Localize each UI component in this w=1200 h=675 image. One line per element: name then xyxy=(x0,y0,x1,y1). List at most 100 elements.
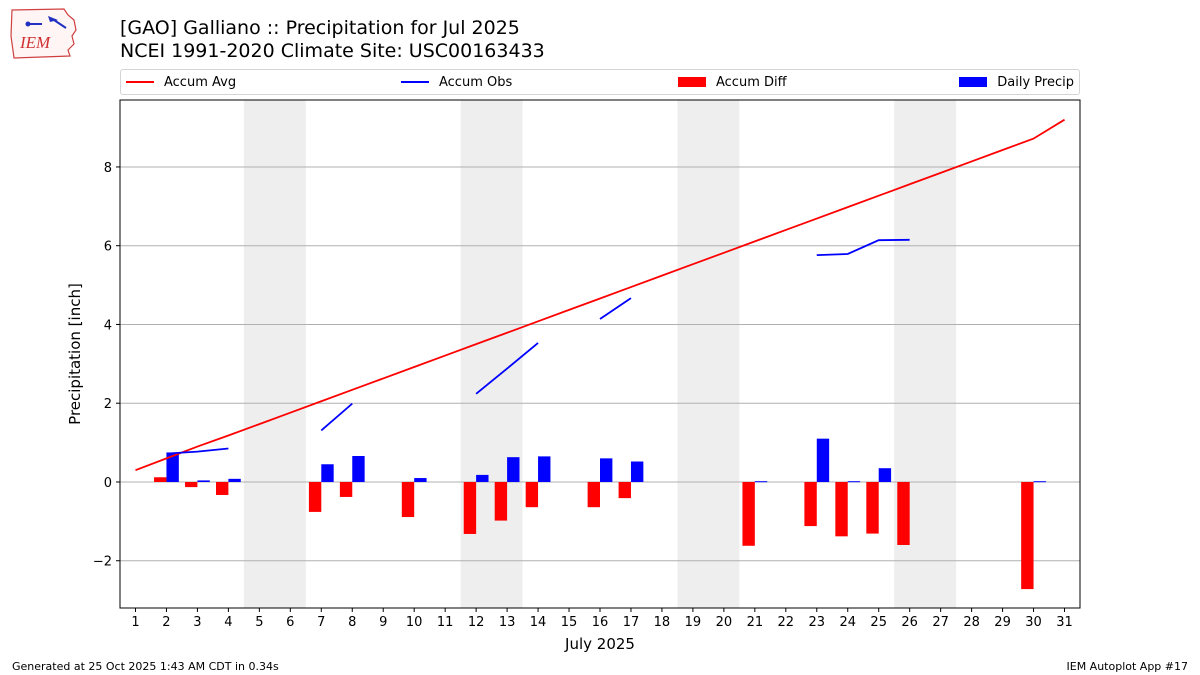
logo-text: IEM xyxy=(19,33,51,52)
y-tick-label: 0 xyxy=(104,476,112,491)
accum-diff-bar xyxy=(154,477,167,482)
accum-obs-line xyxy=(320,402,353,432)
daily-precip-bar xyxy=(754,481,768,483)
accum-avg-line xyxy=(135,118,1065,472)
x-tick-label: 31 xyxy=(1056,615,1073,630)
accum-diff-bar xyxy=(1021,481,1034,590)
x-tick-label: 4 xyxy=(224,615,232,630)
daily-precip-bar xyxy=(816,438,830,482)
legend-swatch-line-icon xyxy=(126,81,154,83)
x-tick-label: 28 xyxy=(963,615,980,630)
iem-logo: IEM xyxy=(10,8,77,59)
x-tick-label: 16 xyxy=(592,615,609,630)
accum-diff-bar xyxy=(463,481,477,534)
iowa-outline-icon xyxy=(10,8,77,59)
daily-precip-bar xyxy=(476,474,489,482)
legend-label: Accum Diff xyxy=(716,74,787,90)
x-tick-label: 23 xyxy=(809,615,826,630)
x-tick-label: 19 xyxy=(685,615,702,630)
accum-obs-line xyxy=(475,342,539,395)
accum-diff-bar xyxy=(804,481,817,527)
accum-diff-bar xyxy=(742,481,755,546)
accum-diff-bar xyxy=(897,481,910,545)
x-tick-label: 6 xyxy=(286,615,294,630)
accum-diff-bar xyxy=(401,481,415,518)
x-tick-label: 2 xyxy=(162,615,170,630)
weekend-shading xyxy=(243,100,957,608)
x-tick-label: 15 xyxy=(561,615,578,630)
legend-item-accum-avg: Accum Avg xyxy=(126,70,236,94)
axes: 1 2 3 4 5 6 7 8 9 10 11 12 13 14 15 16 17 18 19 20 21 22 23 24 2… xyxy=(93,161,1073,630)
y-tick-label: 8 xyxy=(104,161,112,176)
x-tick-label: 3 xyxy=(193,615,201,630)
y-axis-label: Precipitation [inch] xyxy=(66,283,84,425)
accum-diff-bar xyxy=(216,481,229,495)
x-tick-label: 29 xyxy=(994,615,1011,630)
legend-label: Accum Obs xyxy=(439,74,513,90)
daily-precip-bar xyxy=(166,452,179,482)
accum-diff-bar xyxy=(618,481,631,499)
accum-obs-line xyxy=(166,447,229,455)
daily-precip-bar xyxy=(197,480,210,482)
daily-precip-bar xyxy=(538,456,551,482)
x-tick-label: 22 xyxy=(778,615,795,630)
x-tick-label: 10 xyxy=(406,615,423,630)
weekend-band xyxy=(677,100,740,608)
y-tick-label: 4 xyxy=(104,318,112,333)
accum-diff-bar xyxy=(866,481,879,534)
x-tick-label: 27 xyxy=(932,615,949,630)
x-tick-label: 17 xyxy=(623,615,640,630)
legend-swatch-line-icon xyxy=(401,81,429,83)
x-tick-label: 25 xyxy=(870,615,887,630)
legend-label: Daily Precip xyxy=(997,74,1074,90)
legend-swatch-box-icon xyxy=(959,77,988,87)
y-tick-label: −2 xyxy=(93,555,112,570)
accum-diff-bar xyxy=(525,481,539,508)
accum-diff-bar xyxy=(308,481,322,512)
y-tick-label: 6 xyxy=(104,240,112,255)
accum-diff-bar xyxy=(835,481,848,537)
bars xyxy=(154,438,1046,590)
daily-precip-bar xyxy=(321,464,334,482)
x-tick-label: 8 xyxy=(348,615,356,630)
x-tick-label: 30 xyxy=(1025,615,1042,630)
x-tick-label: 24 xyxy=(839,615,856,630)
accum-diff-bar xyxy=(339,481,353,497)
chart-title: [GAO] Galliano :: Precipitation for Jul … xyxy=(120,17,520,39)
x-tick-label: 7 xyxy=(317,615,325,630)
chart-subtitle: NCEI 1991-2020 Climate Site: USC00163433 xyxy=(120,40,545,62)
daily-precip-bar xyxy=(847,481,861,483)
legend-item-accum-obs: Accum Obs xyxy=(401,70,512,94)
daily-precip-bar xyxy=(630,461,644,482)
x-tick-label: 1 xyxy=(131,615,139,630)
x-tick-label: 12 xyxy=(468,615,485,630)
daily-precip-bar xyxy=(878,468,892,482)
daily-precip-bar xyxy=(600,458,613,482)
x-tick-label: 11 xyxy=(437,615,454,630)
daily-precip-bar xyxy=(352,455,365,482)
x-tick-label: 13 xyxy=(499,615,516,630)
x-tick-label: 20 xyxy=(716,615,733,630)
daily-precip-bar xyxy=(507,457,520,482)
accum-diff-bar xyxy=(587,481,600,508)
accum-obs-line xyxy=(599,297,632,320)
footer-app: IEM Autoplot App #17 xyxy=(1066,660,1189,673)
legend-swatch-box-icon xyxy=(678,77,706,87)
daily-precip-bar xyxy=(1033,481,1046,483)
daily-precip-bar xyxy=(228,478,241,482)
x-tick-label: 26 xyxy=(901,615,918,630)
weekend-band xyxy=(243,100,306,608)
series-lines xyxy=(135,118,1065,472)
legend: Accum Avg Accum Obs Accum Diff Daily Pre… xyxy=(120,69,1080,95)
x-tick-label: 14 xyxy=(530,615,547,630)
legend-item-daily-precip: Daily Precip xyxy=(959,70,1074,94)
daily-precip-bar xyxy=(414,478,427,482)
y-tick-label: 2 xyxy=(104,397,112,412)
accum-obs-line xyxy=(816,238,910,257)
x-axis-label: July 2025 xyxy=(564,635,635,653)
x-tick-label: 21 xyxy=(747,615,764,630)
x-tick-label: 18 xyxy=(654,615,671,630)
accum-diff-bar xyxy=(494,481,508,521)
x-tick-label: 5 xyxy=(255,615,263,630)
